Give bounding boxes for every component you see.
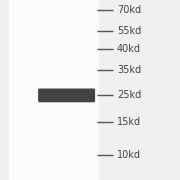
- Text: 10kd: 10kd: [117, 150, 141, 160]
- Bar: [9, 0, 99, 180]
- Text: 70kd: 70kd: [117, 5, 141, 15]
- Text: 55kd: 55kd: [117, 26, 141, 37]
- Text: 40kd: 40kd: [117, 44, 141, 54]
- Text: 15kd: 15kd: [117, 117, 141, 127]
- Text: 25kd: 25kd: [117, 90, 141, 100]
- Text: 35kd: 35kd: [117, 65, 141, 75]
- FancyBboxPatch shape: [38, 89, 95, 102]
